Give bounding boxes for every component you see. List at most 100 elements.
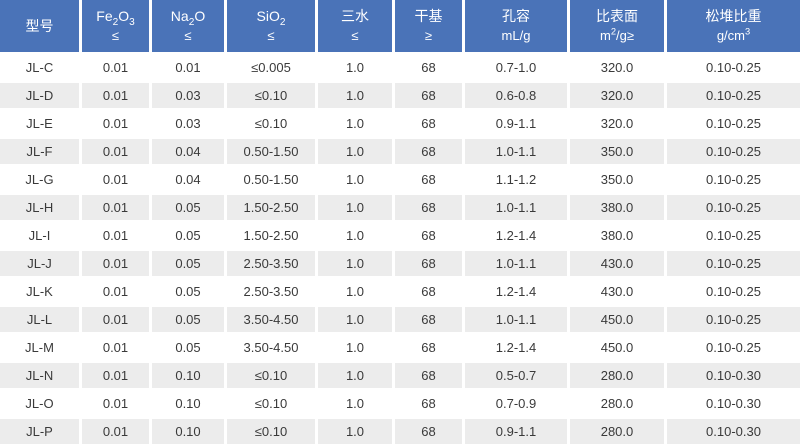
cell-model: JL-D [0, 83, 79, 108]
cell-na2o_max: 0.04 [152, 139, 224, 164]
table-row: JL-G 0.01 0.04 0.50-1.50 1.0 68 1.1-1.2 350.0 0.… [0, 167, 800, 192]
cell-na2o_max: 0.04 [152, 167, 224, 192]
table-row: JL-H 0.01 0.05 1.50-2.50 1.0 68 1.0-1.1 380.0 0.… [0, 195, 800, 220]
cell-model: JL-L [0, 307, 79, 332]
column-header-unit: ≤ [184, 28, 192, 43]
table-row: JL-I 0.01 0.05 1.50-2.50 1.0 68 1.2-1.4 380.0 0.… [0, 223, 800, 248]
column-header-label: 干基 [414, 8, 443, 24]
cell-pore_volume: 1.0-1.1 [465, 195, 567, 220]
cell-bulk_density: 0.10-0.25 [667, 335, 800, 360]
column-header-trihydrate_max: 三水 ≤ [318, 0, 392, 52]
column-header-unit: mL/g [501, 28, 531, 43]
spec-table-body: JL-C 0.01 0.01 ≤0.005 1.0 68 0.7-1.0 320.0 0.10-… [0, 55, 800, 444]
cell-bulk_density: 0.10-0.25 [667, 111, 800, 136]
cell-pore_volume: 1.2-1.4 [465, 223, 567, 248]
column-header-model: 型号 [0, 0, 79, 52]
cell-sio2_max: 1.50-2.50 [227, 195, 315, 220]
column-header-dry_basis_min: 干基 ≥ [395, 0, 462, 52]
cell-fe2o3_max: 0.01 [82, 363, 149, 388]
cell-surface_area: 450.0 [570, 335, 664, 360]
column-header-label: 型号 [25, 17, 54, 34]
cell-dry_basis_min: 68 [395, 139, 462, 164]
cell-model: JL-O [0, 391, 79, 416]
column-header-unit: ≤ [351, 28, 359, 43]
column-header-label: SiO2 [256, 8, 286, 28]
cell-bulk_density: 0.10-0.25 [667, 251, 800, 276]
cell-fe2o3_max: 0.01 [82, 223, 149, 248]
cell-sio2_max: ≤0.10 [227, 419, 315, 444]
cell-sio2_max: ≤0.10 [227, 111, 315, 136]
cell-na2o_max: 0.10 [152, 363, 224, 388]
cell-model: JL-K [0, 279, 79, 304]
cell-bulk_density: 0.10-0.25 [667, 307, 800, 332]
column-header-surface_area: 比表面 m2/g≥ [570, 0, 664, 52]
cell-fe2o3_max: 0.01 [82, 391, 149, 416]
cell-fe2o3_max: 0.01 [82, 307, 149, 332]
cell-model: JL-H [0, 195, 79, 220]
cell-trihydrate_max: 1.0 [318, 195, 392, 220]
cell-fe2o3_max: 0.01 [82, 251, 149, 276]
cell-model: JL-I [0, 223, 79, 248]
column-header-bulk_density: 松堆比重 g/cm3 [667, 0, 800, 52]
column-header-label: 松堆比重 [705, 8, 762, 24]
cell-model: JL-G [0, 167, 79, 192]
cell-na2o_max: 0.05 [152, 279, 224, 304]
cell-sio2_max: 0.50-1.50 [227, 139, 315, 164]
cell-surface_area: 320.0 [570, 83, 664, 108]
cell-sio2_max: 2.50-3.50 [227, 251, 315, 276]
cell-fe2o3_max: 0.01 [82, 167, 149, 192]
cell-dry_basis_min: 68 [395, 391, 462, 416]
cell-surface_area: 350.0 [570, 167, 664, 192]
table-row: JL-E 0.01 0.03 ≤0.10 1.0 68 0.9-1.1 320.0 0.10-0… [0, 111, 800, 136]
cell-model: JL-J [0, 251, 79, 276]
column-header-label: 比表面 [596, 8, 638, 24]
table-row: JL-K 0.01 0.05 2.50-3.50 1.0 68 1.2-1.4 430.0 0.… [0, 279, 800, 304]
table-row: JL-N 0.01 0.10 ≤0.10 1.0 68 0.5-0.7 280.0 0.10-0… [0, 363, 800, 388]
column-header-pore_volume: 孔容 mL/g [465, 0, 567, 52]
column-header-unit: m2/g≥ [599, 26, 635, 43]
column-header-na2o_max: Na2O ≤ [152, 0, 224, 52]
cell-pore_volume: 1.2-1.4 [465, 335, 567, 360]
cell-na2o_max: 0.05 [152, 195, 224, 220]
cell-sio2_max: 3.50-4.50 [227, 307, 315, 332]
cell-sio2_max: 3.50-4.50 [227, 335, 315, 360]
cell-pore_volume: 0.6-0.8 [465, 83, 567, 108]
cell-surface_area: 430.0 [570, 251, 664, 276]
cell-na2o_max: 0.05 [152, 307, 224, 332]
cell-pore_volume: 1.0-1.1 [465, 307, 567, 332]
cell-model: JL-F [0, 139, 79, 164]
cell-pore_volume: 0.7-0.9 [465, 391, 567, 416]
spec-table-header: 型号 Fe2O3 ≤ Na2O ≤ SiO2 ≤ 三水 ≤ 干基 ≥ 孔容 mL/g 比表面 m2/g≥ 松堆… [0, 0, 800, 52]
cell-pore_volume: 0.9-1.1 [465, 419, 567, 444]
cell-bulk_density: 0.10-0.25 [667, 83, 800, 108]
cell-dry_basis_min: 68 [395, 167, 462, 192]
table-row: JL-D 0.01 0.03 ≤0.10 1.0 68 0.6-0.8 320.0 0.10-0… [0, 83, 800, 108]
cell-bulk_density: 0.10-0.25 [667, 223, 800, 248]
table-row: JL-C 0.01 0.01 ≤0.005 1.0 68 0.7-1.0 320.0 0.10-… [0, 55, 800, 80]
cell-surface_area: 380.0 [570, 195, 664, 220]
cell-dry_basis_min: 68 [395, 251, 462, 276]
cell-fe2o3_max: 0.01 [82, 83, 149, 108]
cell-na2o_max: 0.03 [152, 111, 224, 136]
cell-dry_basis_min: 68 [395, 55, 462, 80]
cell-trihydrate_max: 1.0 [318, 167, 392, 192]
cell-sio2_max: ≤0.10 [227, 391, 315, 416]
cell-model: JL-C [0, 55, 79, 80]
cell-na2o_max: 0.05 [152, 335, 224, 360]
table-row: JL-L 0.01 0.05 3.50-4.50 1.0 68 1.0-1.1 450.0 0.… [0, 307, 800, 332]
cell-dry_basis_min: 68 [395, 83, 462, 108]
cell-na2o_max: 0.05 [152, 251, 224, 276]
cell-surface_area: 280.0 [570, 391, 664, 416]
cell-fe2o3_max: 0.01 [82, 335, 149, 360]
cell-sio2_max: ≤0.10 [227, 83, 315, 108]
cell-pore_volume: 0.7-1.0 [465, 55, 567, 80]
cell-fe2o3_max: 0.01 [82, 139, 149, 164]
cell-sio2_max: 0.50-1.50 [227, 167, 315, 192]
column-header-unit: ≥ [424, 28, 433, 43]
column-header-unit: g/cm3 [716, 26, 751, 43]
table-row: JL-J 0.01 0.05 2.50-3.50 1.0 68 1.0-1.1 430.0 0.… [0, 251, 800, 276]
cell-dry_basis_min: 68 [395, 363, 462, 388]
cell-surface_area: 280.0 [570, 419, 664, 444]
cell-fe2o3_max: 0.01 [82, 195, 149, 220]
